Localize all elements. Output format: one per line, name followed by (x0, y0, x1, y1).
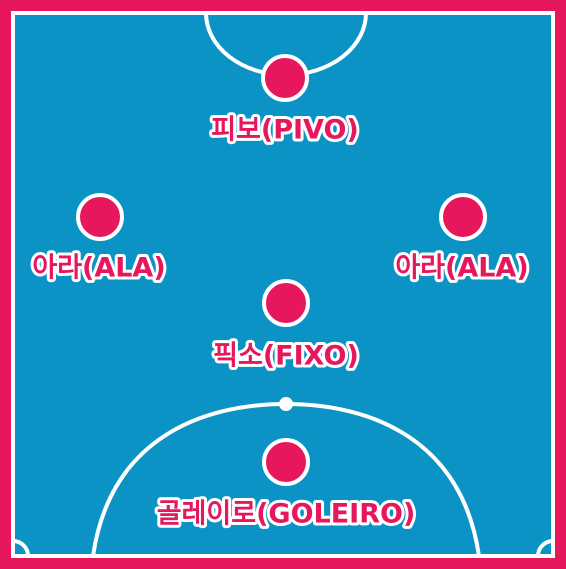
player-dot (262, 438, 310, 486)
player-fixo: 픽소(FIXO) (210, 279, 362, 375)
player-dot (262, 279, 310, 327)
player-dot (76, 193, 124, 241)
position-label: 피보(PIVO) (211, 115, 359, 146)
player-ala-left: 아라(ALA) (29, 193, 169, 287)
player-ala-right: 아라(ALA) (392, 193, 532, 287)
court-boundary-line (11, 11, 555, 558)
player-goleiro: 골레이로(GOLEIRO) (154, 438, 418, 533)
penalty-spot (279, 397, 293, 411)
position-label: 픽소(FIXO) (213, 341, 359, 372)
position-label: 아라(ALA) (32, 253, 165, 284)
corner-arc-left (12, 539, 30, 557)
position-label: 골레이로(GOLEIRO) (157, 499, 416, 530)
player-dot (261, 54, 309, 102)
position-label: 아라(ALA) (395, 253, 528, 284)
corner-arc-right (536, 539, 554, 557)
player-pivo: 피보(PIVO) (208, 54, 362, 149)
player-dot (439, 193, 487, 241)
